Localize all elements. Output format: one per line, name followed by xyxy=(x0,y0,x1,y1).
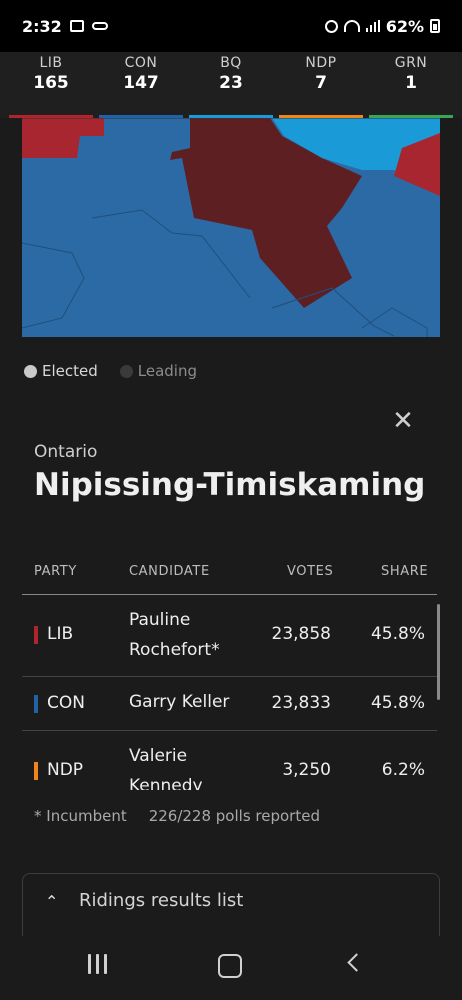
riding-map[interactable] xyxy=(22,118,440,337)
party-code: NDP xyxy=(47,760,84,780)
table-row: LIB Pauline Rochefort* 23,858 45.8% xyxy=(22,595,437,677)
results-table-body[interactable]: LIB Pauline Rochefort* 23,858 45.8% CON … xyxy=(22,595,437,790)
party-seat-summary: LIB 165 CON 147 BQ 23 NDP 7 GRN 1 xyxy=(0,52,462,118)
close-icon[interactable]: ✕ xyxy=(392,406,414,436)
party-code: NDP xyxy=(305,55,337,71)
candidate-name: Valerie Kennedy xyxy=(129,746,203,790)
recent-apps-button[interactable] xyxy=(88,954,107,974)
legend-leading: Leading xyxy=(119,362,197,380)
header-share: SHARE xyxy=(381,564,429,579)
party-summary-grn[interactable]: GRN 1 xyxy=(369,52,453,118)
party-summary-bq[interactable]: BQ 23 xyxy=(189,52,273,118)
map-region-bq[interactable] xyxy=(272,118,440,176)
candidate-share: 45.8% xyxy=(370,693,425,713)
results-footnote: * Incumbent 226/228 polls reported xyxy=(34,807,320,825)
voicemail-icon xyxy=(91,22,108,30)
party-summary-lib[interactable]: LIB 165 xyxy=(9,52,93,118)
party-color-line xyxy=(369,115,453,118)
system-nav-bar xyxy=(0,936,462,1000)
party-color-line xyxy=(189,115,273,118)
battery-percent: 62% xyxy=(385,16,424,36)
party-color-bar xyxy=(34,695,38,713)
wifi-icon xyxy=(343,20,360,32)
party-seats: 23 xyxy=(219,73,243,93)
status-time: 2:32 xyxy=(22,16,62,36)
ridings-results-list-label: Ridings results list xyxy=(79,890,244,911)
party-code: LIB xyxy=(47,624,74,644)
riding-title: Nipissing-Timiskaming xyxy=(34,467,426,503)
party-color-line xyxy=(99,115,183,118)
map-region-selected-riding[interactable] xyxy=(170,118,362,308)
map-legend: Elected Leading xyxy=(24,362,197,380)
party-seats: 7 xyxy=(315,73,327,93)
party-summary-con[interactable]: CON 147 xyxy=(99,52,183,118)
party-code: GRN xyxy=(394,55,428,71)
ridings-results-list-toggle[interactable]: ⌃ Ridings results list xyxy=(22,873,440,953)
legend-elected: Elected xyxy=(24,362,98,380)
party-color-line xyxy=(279,115,363,118)
elected-dot-icon xyxy=(24,364,37,378)
status-bar: 2:32 62% xyxy=(0,0,462,52)
signal-icon xyxy=(365,20,380,32)
header-votes: VOTES xyxy=(287,564,334,579)
party-color-bar xyxy=(34,626,38,644)
candidate-name: Pauline Rochefort* xyxy=(129,610,220,660)
leading-dot-icon xyxy=(119,364,133,378)
table-row: CON Garry Keller 23,833 45.8% xyxy=(22,677,437,731)
candidate-votes: 3,250 xyxy=(282,760,331,780)
candidate-votes: 23,833 xyxy=(271,693,331,713)
candidate-share: 6.2% xyxy=(381,760,425,780)
candidate-share: 45.8% xyxy=(370,624,425,644)
party-code: CON xyxy=(124,55,158,71)
table-scrollbar[interactable] xyxy=(437,604,440,700)
back-button[interactable] xyxy=(347,953,366,972)
incumbent-note: * Incumbent xyxy=(34,807,127,825)
map-region-lib[interactable] xyxy=(22,118,104,158)
map-region-lib[interactable] xyxy=(394,133,440,196)
header-party: PARTY xyxy=(34,564,77,579)
party-seats: 147 xyxy=(123,73,159,93)
riding-map-svg xyxy=(22,118,440,337)
header-candidate: CANDIDATE xyxy=(129,564,210,579)
legend-elected-label: Elected xyxy=(42,362,98,380)
candidate-votes: 23,858 xyxy=(271,624,331,644)
province-label: Ontario xyxy=(34,442,98,462)
polls-reported: 226/228 polls reported xyxy=(148,807,320,825)
party-seats: 1 xyxy=(405,73,417,93)
party-code: LIB xyxy=(39,55,63,71)
candidate-name: Garry Keller xyxy=(129,692,230,712)
party-color-bar xyxy=(34,762,38,780)
legend-leading-label: Leading xyxy=(137,362,197,380)
table-row: NDP Valerie Kennedy 3,250 6.2% xyxy=(22,731,437,790)
chevron-up-icon: ⌃ xyxy=(45,892,59,911)
party-code: CON xyxy=(47,693,85,713)
party-seats: 165 xyxy=(33,73,69,93)
gallery-notification-icon xyxy=(69,20,84,32)
party-summary-ndp[interactable]: NDP 7 xyxy=(279,52,363,118)
home-button[interactable] xyxy=(218,954,242,978)
alarm-icon xyxy=(324,19,338,33)
party-color-line xyxy=(9,115,93,118)
results-table-header: PARTY CANDIDATE VOTES SHARE xyxy=(22,560,437,595)
party-code: BQ xyxy=(220,55,242,71)
battery-icon xyxy=(430,19,440,33)
